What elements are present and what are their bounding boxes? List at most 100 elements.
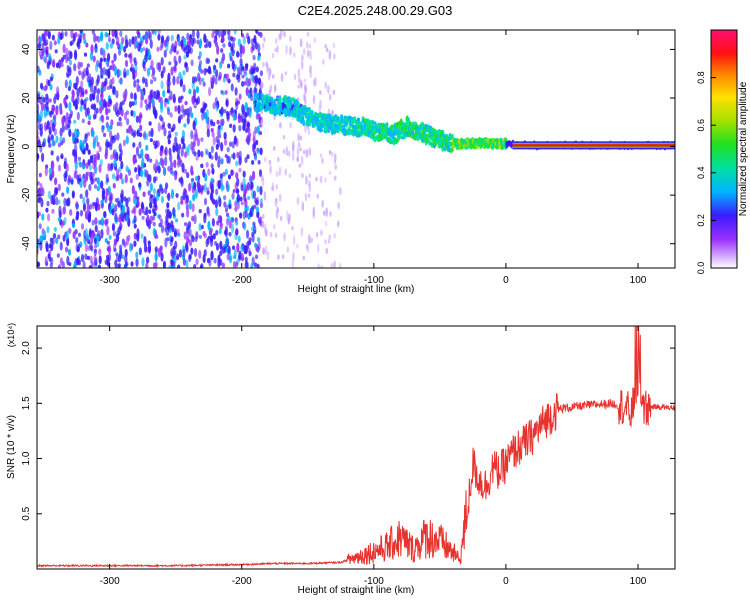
spectrogram-noise-cell (37, 154, 40, 160)
spectrogram-noise-cell (112, 230, 116, 237)
spectrogram-noise-cell (79, 105, 83, 112)
spectrogram-noise-cell (100, 228, 104, 239)
spectrogram-noise-cell (171, 42, 175, 52)
spectrogram-noise-cell (211, 131, 215, 138)
spectrogram-noise-cell (291, 152, 295, 162)
spectrogram-noise-cell (83, 38, 87, 45)
spectrogram-noise-cell (328, 49, 332, 60)
spectrogram-noise-cell (86, 63, 90, 68)
spectrogram-noise-cell (114, 66, 118, 77)
spectrogram-noise-cell (84, 243, 89, 253)
spectrogram-noise-cell (145, 144, 149, 151)
spectrogram-noise-cell (238, 167, 242, 173)
spectrogram-noise-cell (322, 210, 326, 216)
spectrogram-y-tick-label: -20 (21, 187, 32, 202)
spectrogram-noise-cell (152, 215, 156, 221)
spectrogram-noise-cell (223, 132, 227, 140)
spectrogram-noise-cell (152, 227, 156, 237)
spectrogram-noise-cell (308, 43, 312, 49)
spectrogram-noise-cell (180, 195, 184, 201)
spectrogram-noise-cell (114, 212, 118, 222)
spectrogram-noise-cell (138, 153, 142, 159)
spectrogram-noise-cell (153, 77, 157, 82)
spectrogram-noise-cell (87, 214, 91, 223)
spectrogram-noise-cell (145, 103, 149, 111)
spectrogram-noise-cell (227, 174, 232, 180)
spectrogram-noise-cell (218, 228, 222, 235)
spectrogram-noise-cell (201, 110, 205, 121)
spectrogram-noise-cell (75, 75, 79, 86)
spectrogram-noise-cell (63, 216, 67, 226)
spectrogram-noise-cell (144, 78, 148, 85)
spectrogram-noise-cell (300, 227, 304, 237)
spectrogram-noise-cell (122, 139, 126, 147)
spectrogram-noise-cell (229, 56, 233, 62)
spectrogram-noise-cell (135, 258, 139, 268)
spectrogram-noise-cell (187, 220, 192, 230)
spectrogram-noise-cell (191, 95, 195, 104)
spectrogram-noise-cell (222, 171, 226, 177)
spectrogram-noise-cell (328, 150, 332, 155)
spectrogram-noise-cell (124, 248, 128, 258)
spectrogram-noise-cell (103, 83, 107, 92)
spectrogram-noise-cell (37, 65, 40, 73)
spectrogram-noise-cell (233, 135, 237, 145)
spectrogram-noise-cell (96, 186, 100, 192)
spectrogram-noise-cell (207, 69, 211, 74)
spectrogram-noise-cell (77, 61, 81, 70)
spectrogram-noise-cell (236, 51, 240, 58)
spectrogram-noise-cell (39, 240, 43, 251)
spectrogram-noise-cell (79, 193, 83, 199)
spectrogram-noise-cell (96, 141, 100, 148)
spectrogram-noise-cell (235, 74, 239, 81)
spectrogram-noise-cell (219, 222, 223, 227)
spectrogram-noise-cell (159, 45, 163, 51)
spectrogram-signal-cell (416, 137, 420, 141)
spectrogram-noise-cell (244, 101, 248, 110)
spectrogram-noise-cell (237, 112, 241, 120)
spectrogram-noise-cell (177, 264, 181, 268)
spectrogram-noise-cell (58, 205, 62, 215)
spectrogram-noise-cell (152, 176, 157, 184)
spectrogram-noise-cell (47, 253, 51, 260)
spectrogram-noise-cell (259, 201, 264, 209)
spectrogram-noise-cell (205, 150, 210, 155)
spectrogram-noise-cell (314, 76, 317, 87)
spectrogram-noise-cell (203, 197, 208, 206)
spectrogram-noise-cell (37, 122, 42, 131)
spectrogram-noise-cell (187, 112, 191, 118)
spectrogram-noise-cell (188, 37, 193, 46)
spectrogram-noise-cell (332, 42, 336, 49)
spectrogram-noise-cell (160, 252, 164, 262)
spectrogram-frame (36, 29, 676, 269)
spectrogram-noise-cell (124, 59, 129, 68)
spectrogram-signal-cell (312, 124, 316, 128)
spectrogram-noise-cell (131, 101, 135, 106)
spectrogram-noise-cell (243, 69, 247, 75)
spectrogram-noise-cell (67, 50, 72, 57)
spectrogram-noise-cell (208, 151, 212, 159)
spectrogram-noise-cell (168, 130, 172, 135)
spectrogram-noise-cell (119, 244, 123, 251)
spectrogram-noise-cell (125, 261, 129, 267)
spectrogram-noise-cell (66, 123, 71, 128)
spectrogram-noise-cell (170, 259, 174, 266)
spectrogram-noise-cell (113, 53, 117, 62)
spectrogram-noise-cell (88, 183, 92, 192)
spectrogram-noise-cell (67, 177, 71, 186)
spectrogram-noise-cell (41, 46, 45, 56)
spectrogram-noise-cell (247, 132, 252, 138)
spectrogram-noise-cell (92, 139, 96, 149)
spectrogram-noise-cell (45, 46, 49, 51)
spectrogram-noise-cell (71, 223, 76, 228)
spectrogram-noise-cell (46, 200, 50, 207)
spectrogram-noise-cell (243, 182, 247, 190)
spectrogram-noise-cell (81, 164, 86, 170)
spectrogram-noise-cell (157, 122, 161, 132)
spectrogram-noise-cell (230, 36, 234, 42)
spectrogram-noise-cell (308, 50, 312, 56)
spectrogram-noise-cell (168, 223, 173, 229)
spectrogram-noise-cell (189, 47, 193, 55)
snr-x-tick-label: -100 (364, 576, 384, 587)
spectrogram-noise-cell (125, 110, 130, 115)
